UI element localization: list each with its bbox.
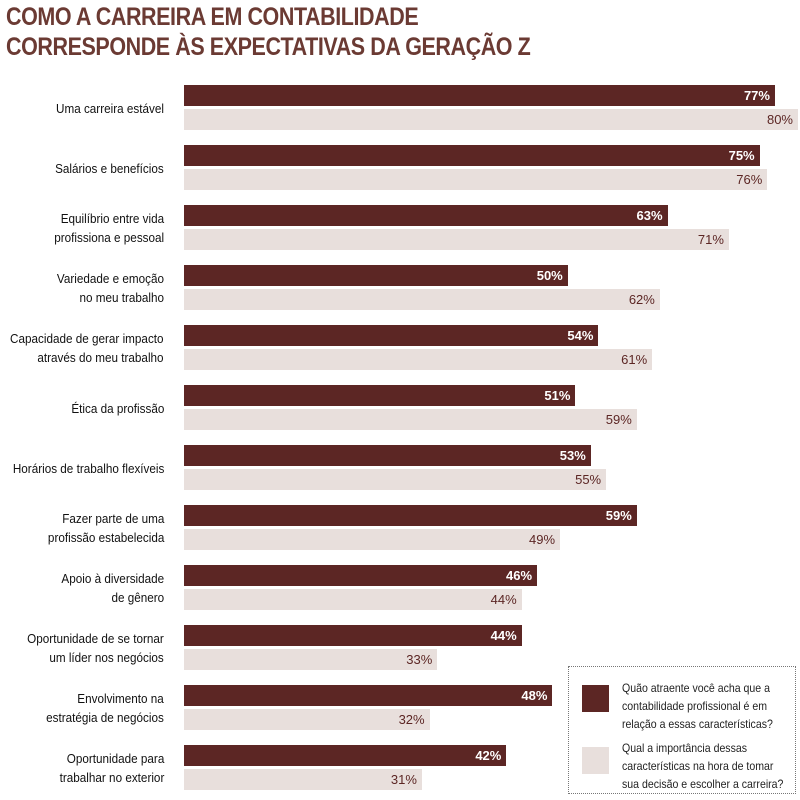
category-label-line: através do meu trabalho [37, 350, 164, 365]
category-label-line: Capacidade de gerar impacto [10, 331, 164, 346]
data-label: 54% [567, 328, 594, 343]
data-label: 71% [697, 232, 724, 247]
title-line-1: COMO A CARREIRA EM CONTABILIDADE [6, 3, 419, 31]
bar-importance: 49% [184, 529, 561, 550]
bar-attractiveness: 59% [184, 505, 637, 526]
data-label: 44% [490, 592, 517, 607]
category-label: Oportunidade para trabalhar no exterior [59, 749, 164, 787]
data-label: 62% [628, 292, 655, 307]
bar-importance: 59% [184, 409, 637, 430]
bar-importance: 33% [184, 649, 438, 670]
bar-attractiveness: 75% [184, 145, 760, 166]
category-label-line: Uma carreira estável [56, 100, 164, 116]
bar-attractiveness: 54% [184, 325, 599, 346]
data-label: 76% [736, 172, 763, 187]
data-label: 44% [490, 628, 517, 643]
chart-title: COMO A CARREIRA EM CONTABILIDADE CORRESP… [6, 2, 531, 62]
data-label: 50% [536, 268, 563, 283]
category-label-line: profissão estabelecida [47, 530, 164, 545]
category-label: Equilíbrio entre vida profissiona e pesso… [54, 209, 164, 247]
category-label-line: Oportunidade de se tornar [27, 631, 164, 646]
title-line-2: CORRESPONDE ÀS EXPECTATIVAS DA GERAÇÃO Z [6, 33, 531, 61]
category-label-line: Variedade e emoção [56, 271, 164, 286]
legend: Quão atraente você acha que a contabilid… [568, 666, 796, 794]
bar-importance: 80% [184, 109, 798, 130]
category-label-line: Ética da profissão [70, 400, 164, 416]
bar-importance: 71% [184, 229, 729, 250]
legend-swatch-importance [582, 747, 609, 774]
category-label-line: estratégia de negócios [46, 710, 164, 725]
data-label: 31% [390, 772, 417, 787]
category-label-line: Fazer parte de uma [61, 511, 164, 526]
category-label-line: trabalhar no exterior [59, 770, 164, 785]
data-label: 51% [544, 388, 571, 403]
bar-importance: 44% [184, 589, 522, 610]
bar-attractiveness: 50% [184, 265, 568, 286]
category-label: Oportunidade de se tornar um líder nos ne… [27, 629, 164, 667]
data-label: 55% [575, 472, 602, 487]
category-label: Envolvimento na estratégia de negócios [46, 689, 164, 727]
category-label-line: no meu trabalho [79, 290, 164, 305]
bar-attractiveness: 51% [184, 385, 576, 406]
category-label-line: um líder nos negócios [49, 650, 164, 665]
data-label: 53% [559, 448, 586, 463]
data-label: 61% [621, 352, 648, 367]
data-label: 59% [605, 508, 632, 523]
bar-attractiveness: 44% [184, 625, 522, 646]
category-label-line: Apoio à diversidade [61, 571, 164, 586]
bar-importance: 76% [184, 169, 768, 190]
bar-attractiveness: 48% [184, 685, 553, 706]
data-label: 32% [398, 712, 425, 727]
data-label: 33% [406, 652, 433, 667]
category-label: Fazer parte de uma profissão estabelecida [48, 509, 164, 547]
bar-attractiveness: 46% [184, 565, 538, 586]
category-label-line: Equilíbrio entre vida [60, 211, 164, 226]
bar-importance: 55% [184, 469, 607, 490]
data-label: 49% [529, 532, 556, 547]
category-label: Capacidade de gerar impacto através do me… [10, 329, 164, 367]
data-label: 46% [506, 568, 533, 583]
category-label-line: profissiona e pessoal [54, 230, 164, 245]
bar-importance: 32% [184, 709, 430, 730]
category-label-line: Horários de trabalho flexíveis [12, 460, 164, 476]
category-label-line: Salários e benefícios [55, 160, 164, 176]
bar-importance: 31% [184, 769, 422, 790]
bar-attractiveness: 53% [184, 445, 591, 466]
legend-label-importance: Qual a importância dessas característica… [622, 741, 784, 791]
category-label: Salários e benefícios [55, 159, 164, 178]
bar-attractiveness: 42% [184, 745, 507, 766]
legend-swatch-attractiveness [582, 685, 609, 712]
category-label-line: Oportunidade para [66, 751, 164, 766]
category-label-line: Envolvimento na [77, 691, 164, 706]
category-label: Uma carreira estável [56, 99, 164, 118]
data-label: 75% [728, 148, 755, 163]
data-label: 48% [521, 688, 548, 703]
category-label: Apoio à diversidade de gênero [61, 569, 164, 607]
data-label: 63% [636, 208, 663, 223]
category-label: Variedade e emoção no meu trabalho [57, 269, 164, 307]
data-label: 59% [605, 412, 632, 427]
category-label: Ética da profissão [71, 399, 164, 418]
bar-attractiveness: 77% [184, 85, 775, 106]
legend-label-attractiveness: Quão atraente você acha que a contabilid… [622, 681, 773, 731]
bar-importance: 62% [184, 289, 660, 310]
bar-importance: 61% [184, 349, 653, 370]
bar-attractiveness: 63% [184, 205, 668, 226]
category-label-line: de gênero [111, 590, 164, 605]
category-label: Horários de trabalho flexíveis [12, 459, 164, 478]
data-label: 77% [743, 88, 770, 103]
data-label: 42% [475, 748, 502, 763]
data-label: 80% [766, 112, 793, 127]
